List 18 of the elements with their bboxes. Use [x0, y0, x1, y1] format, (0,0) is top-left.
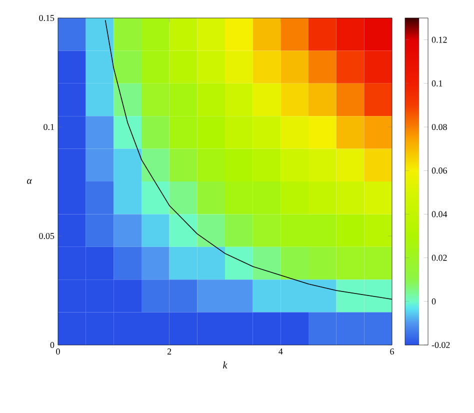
color-bar-label: 0.08 [432, 124, 447, 130]
color-bar-label: 0.02 [432, 254, 447, 261]
y-tick-label: 0 [50, 342, 54, 348]
color-bar-label: 0.04 [432, 211, 448, 218]
x-tick-label: 4 [278, 348, 283, 354]
color-bar-label: 0.1 [432, 80, 442, 86]
x-axis-title: k [223, 361, 228, 368]
y-tick-label: 0.1 [44, 124, 54, 130]
x-tick-label: 6 [390, 348, 394, 355]
y-axis-title: α [27, 179, 32, 184]
color-bar-label: 0.06 [432, 168, 447, 174]
x-tick-label: 0 [56, 348, 60, 355]
y-tick-label: 0.15 [39, 14, 54, 22]
color-bar-label: 0 [432, 298, 436, 304]
color-bar-label: -0.02 [432, 342, 450, 348]
x-tick-label: 2 [167, 348, 172, 354]
y-tick-label: 0.05 [39, 232, 54, 240]
color-bar-label: 0.12 [432, 36, 447, 43]
